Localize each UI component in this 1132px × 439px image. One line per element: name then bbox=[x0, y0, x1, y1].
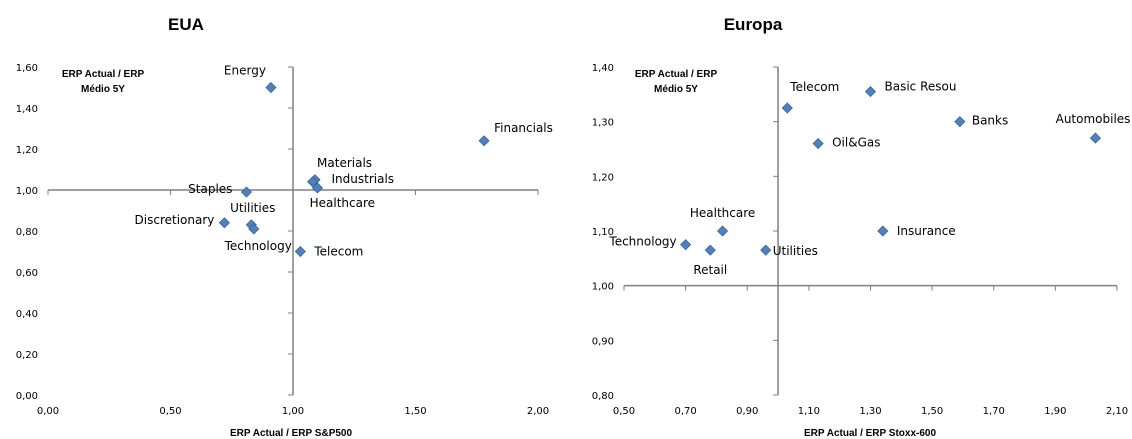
data-point bbox=[877, 225, 889, 237]
data-point bbox=[294, 245, 306, 258]
data-point bbox=[812, 137, 824, 150]
y-tick-label: 1,20 bbox=[16, 145, 38, 156]
chart-title-eua: EUA bbox=[168, 15, 204, 34]
data-label: Healthcare bbox=[310, 196, 375, 210]
data-label: Automobiles bbox=[1056, 112, 1131, 126]
chart-europa: Europa ERP Actual / ERP Médio 5Y ERP Act… bbox=[592, 15, 1131, 439]
y-tick-label: 0,00 bbox=[16, 391, 38, 402]
data-point bbox=[781, 102, 793, 114]
data-label: Energy bbox=[224, 64, 266, 78]
x-tick-label: 1,70 bbox=[983, 406, 1005, 417]
data-point bbox=[680, 239, 692, 251]
y-tick-label: 1,30 bbox=[592, 118, 614, 129]
data-point bbox=[218, 217, 230, 229]
x-tick-label: 0,00 bbox=[37, 406, 59, 417]
data-label: Discretionary bbox=[135, 213, 215, 227]
chart-title-europa: Europa bbox=[724, 15, 783, 34]
y-tick-label: 1,10 bbox=[592, 227, 614, 238]
data-label: Technology bbox=[608, 235, 676, 249]
y-tick-label: 1,40 bbox=[592, 63, 614, 74]
x-tick-label: 1,50 bbox=[404, 406, 426, 417]
data-point bbox=[248, 223, 260, 235]
data-label: Utilities bbox=[230, 201, 275, 215]
y-axis-title-europa-line2: Médio 5Y bbox=[654, 84, 698, 95]
data-label: Technology bbox=[224, 239, 292, 253]
data-point bbox=[864, 86, 877, 98]
x-tick-label: 2,00 bbox=[527, 406, 549, 417]
data-label: Telecom bbox=[313, 245, 363, 259]
y-tick-label: 0,80 bbox=[16, 227, 38, 238]
x-tick-label: 1,00 bbox=[282, 406, 304, 417]
x-tick-label: 1,10 bbox=[798, 406, 820, 417]
plot-area-eua: 0,00 0,50 1,00 1,50 2,00 0,00 0,20 0,40 0,60 0,80… bbox=[16, 63, 553, 417]
data-label: Telecom bbox=[789, 80, 839, 94]
data-label: Oil&Gas bbox=[832, 136, 880, 150]
y-tick-label: 1,20 bbox=[592, 172, 614, 183]
y-tick-label: 1,00 bbox=[16, 186, 38, 197]
y-axis-title-eua-line1: ERP Actual / ERP bbox=[62, 69, 145, 80]
x-tick-label: 1,90 bbox=[1044, 406, 1066, 417]
data-label: Basic Resou bbox=[885, 80, 957, 94]
y-tick-label: 0,20 bbox=[16, 350, 38, 361]
y-tick-label: 1,40 bbox=[16, 104, 38, 115]
x-tick-label: 0,90 bbox=[736, 406, 758, 417]
data-label: Utilities bbox=[773, 244, 818, 258]
x-tick-label: 2,10 bbox=[1106, 406, 1128, 417]
data-point bbox=[240, 186, 253, 198]
x-tick-label: 0,70 bbox=[674, 406, 696, 417]
x-tick-label: 0,50 bbox=[613, 406, 635, 417]
data-point bbox=[307, 176, 319, 188]
y-tick-label: 1,00 bbox=[592, 282, 614, 293]
y-tick-label: 0,90 bbox=[592, 336, 614, 347]
y-tick-label: 0,40 bbox=[16, 309, 38, 320]
data-label: Industrials bbox=[332, 172, 395, 186]
data-point bbox=[311, 182, 324, 194]
data-label: Financials bbox=[494, 121, 553, 135]
data-label: Materials bbox=[317, 156, 372, 170]
data-point bbox=[478, 135, 490, 147]
y-tick-label: 0,60 bbox=[16, 268, 38, 279]
y-axis-title-europa-line1: ERP Actual / ERP bbox=[635, 69, 718, 80]
x-tick-label: 1,50 bbox=[921, 406, 943, 417]
y-tick-label: 1,60 bbox=[16, 63, 38, 74]
data-label: Staples bbox=[188, 182, 232, 196]
data-point bbox=[265, 81, 277, 94]
y-axis-title-eua-line2: Médio 5Y bbox=[81, 84, 125, 95]
x-tick-label: 1,30 bbox=[859, 406, 881, 417]
plot-area-europa: 0,50 0,70 0,90 1,10 1,30 1,50 1,70 1,90 2,10 0,80… bbox=[592, 63, 1131, 417]
x-axis-title-europa: ERP Actual / ERP Stoxx-600 bbox=[804, 428, 937, 439]
chart-eua: EUA ERP Actual / ERP Médio 5Y ERP Actual… bbox=[16, 15, 553, 439]
data-label: Insurance bbox=[897, 224, 956, 238]
data-point bbox=[760, 244, 772, 256]
data-label: Healthcare bbox=[690, 206, 755, 220]
data-label: Banks bbox=[972, 114, 1008, 128]
x-tick-label: 0,50 bbox=[159, 406, 181, 417]
data-label: Retail bbox=[693, 263, 727, 277]
data-point bbox=[717, 225, 729, 237]
x-axis-title-eua: ERP Actual / ERP S&P500 bbox=[230, 428, 353, 439]
data-point bbox=[954, 116, 966, 128]
y-tick-label: 0,80 bbox=[592, 391, 614, 402]
data-point bbox=[1089, 132, 1101, 144]
data-point bbox=[704, 244, 716, 256]
